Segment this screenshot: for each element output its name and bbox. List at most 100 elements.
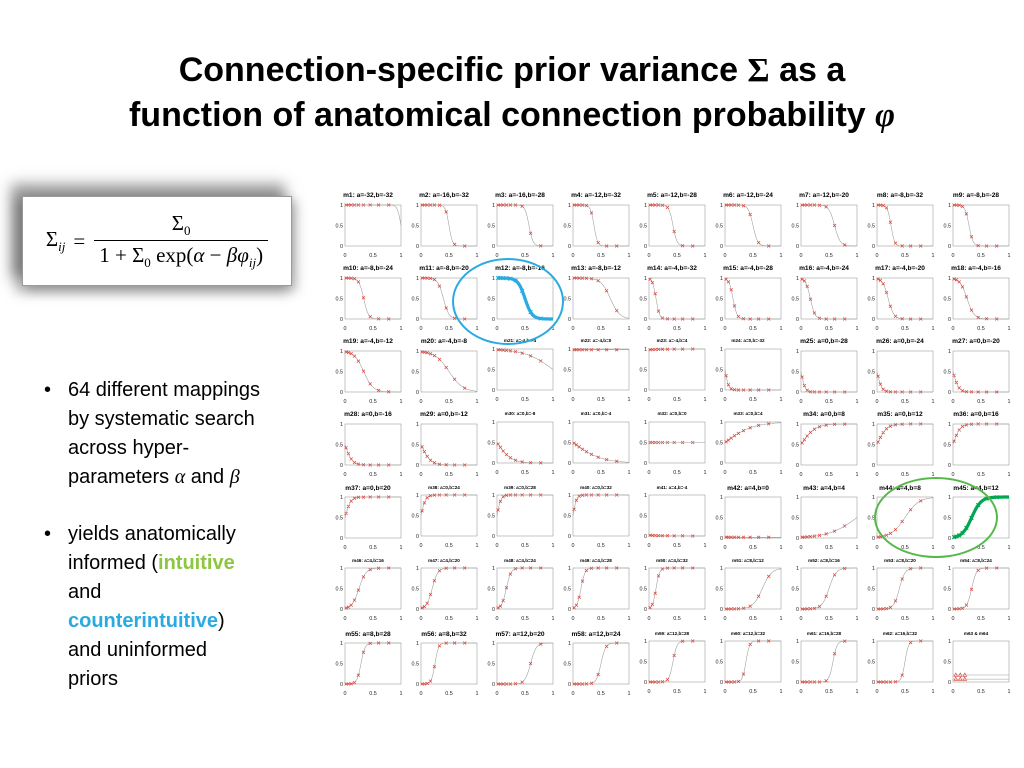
svg-text:0.5: 0.5 — [597, 616, 605, 622]
mini-plot-m56: m56: a=8,b=32 0 0.5 1 0 0.5 1 — [406, 629, 482, 702]
svg-text:0: 0 — [344, 616, 347, 622]
mini-plot-svg: 0 0.5 1 0 0.5 1 — [488, 347, 555, 403]
svg-text:1: 1 — [1008, 472, 1011, 478]
svg-text:0.5: 0.5 — [488, 662, 496, 668]
mini-plot-svg: 0 0.5 1 0 0.5 1 — [640, 276, 707, 332]
svg-text:0: 0 — [420, 691, 423, 697]
svg-text:0: 0 — [648, 616, 651, 622]
svg-text:1: 1 — [552, 616, 555, 622]
svg-text:1: 1 — [400, 616, 403, 622]
svg-text:0.5: 0.5 — [792, 369, 800, 375]
svg-text:1: 1 — [872, 203, 875, 209]
formula-lhs: Σij — [45, 226, 66, 255]
mini-plot-svg: 0 0.5 1 0 0.5 1 — [792, 566, 859, 622]
svg-text:0.5: 0.5 — [792, 443, 800, 449]
formula-numerator: Σ0 — [171, 210, 191, 238]
mini-plot-m34: m34: a=0,b=8 0 0.5 1 0 0.5 1 — [786, 409, 862, 482]
svg-text:0.5: 0.5 — [640, 513, 648, 519]
svg-text:0: 0 — [572, 253, 575, 259]
svg-text:0.5: 0.5 — [716, 516, 724, 522]
svg-text:0.5: 0.5 — [868, 516, 876, 522]
svg-text:0.5: 0.5 — [488, 367, 496, 373]
svg-text:0.5: 0.5 — [977, 689, 985, 695]
svg-text:0.5: 0.5 — [868, 369, 876, 375]
svg-text:0.5: 0.5 — [488, 223, 496, 229]
mini-plot-svg: 0 0.5 1 0 0.5 1 — [412, 422, 479, 478]
svg-text:0.5: 0.5 — [944, 516, 952, 522]
svg-text:1: 1 — [932, 472, 935, 478]
svg-text:0.5: 0.5 — [825, 399, 833, 405]
svg-text:1: 1 — [796, 495, 799, 501]
svg-text:1: 1 — [400, 691, 403, 697]
svg-text:0.5: 0.5 — [369, 326, 377, 332]
svg-text:1: 1 — [1008, 326, 1011, 332]
mini-plot-m31: m31: a=0,b=-4 0 0.5 1 0 0.5 1 — [558, 409, 634, 482]
svg-text:0.5: 0.5 — [564, 296, 572, 302]
svg-text:0: 0 — [800, 545, 803, 551]
svg-text:0.5: 0.5 — [716, 586, 724, 592]
bullet-item-priors: • yields anatomically informed (intuitiv… — [44, 520, 262, 694]
svg-text:1: 1 — [644, 566, 647, 572]
mini-plot-svg: 0 0.5 1 0 0.5 1 — [716, 276, 783, 332]
mini-plot-m4: m4: a=-12,b=-32 0 0.5 1 0 0.5 1 — [558, 190, 634, 263]
svg-text:0.5: 0.5 — [868, 660, 876, 666]
mini-plot-svg: 0 0.5 1 0 0.5 1 — [716, 347, 783, 403]
svg-text:0: 0 — [420, 616, 423, 622]
mini-plot-title: m59: a=12,b=28 — [654, 630, 690, 636]
mini-plot-title: m15: a=-4,b=-28 — [723, 265, 773, 273]
svg-text:0: 0 — [572, 691, 575, 697]
mini-plot-svg: 0 0.5 1 0 0.5 1 — [716, 566, 783, 622]
svg-text:0: 0 — [724, 545, 727, 551]
mini-plot-title: m51: a=8,b=12 — [732, 557, 764, 563]
svg-text:1: 1 — [704, 616, 707, 622]
svg-text:0.5: 0.5 — [825, 616, 833, 622]
svg-text:0.5: 0.5 — [521, 397, 529, 403]
mini-plot-title: m28: a=0,b=-16 — [344, 411, 392, 419]
svg-text:0: 0 — [496, 253, 499, 259]
svg-text:1: 1 — [568, 641, 571, 647]
mini-plot-m1: m1: a=-32,b=-32 0 0.5 1 0 0.5 1 — [330, 190, 406, 263]
title-phi-symbol: φ — [875, 97, 896, 135]
mini-plot-svg: 0 0.5 1 0 0.5 1 — [488, 275, 555, 332]
mini-plot-svg: 0 0.5 1 0 0.5 1 — [564, 276, 631, 332]
mini-plot-m37: m37: a=0,b=20 0 0.5 1 0 0.5 1 — [330, 483, 406, 556]
svg-text:1: 1 — [492, 420, 495, 426]
svg-text:1: 1 — [872, 276, 875, 282]
svg-text:0: 0 — [952, 616, 955, 622]
mini-plot-m21: m21: a=-4,b=-4 0 0.5 1 0 0.5 1 — [482, 336, 558, 409]
svg-text:1: 1 — [476, 616, 479, 622]
mini-plot-svg: 0 0.5 1 0 0.5 1 — [488, 420, 555, 476]
svg-text:0: 0 — [724, 397, 727, 403]
mini-plot-svg: 0 0.5 1 0 0.5 1 — [868, 349, 935, 405]
svg-text:0: 0 — [952, 689, 955, 695]
svg-text:0: 0 — [416, 607, 419, 613]
svg-text:0.5: 0.5 — [868, 586, 876, 592]
mini-plot-svg: 0 0.5 1 0 0.5 1 — [336, 641, 403, 697]
svg-text:1: 1 — [644, 493, 647, 499]
mini-plot-title: m14: a=-4,b=-32 — [647, 265, 697, 273]
mini-plot-title: m60: a=12,b=32 — [730, 630, 766, 636]
svg-text:0.5: 0.5 — [564, 513, 572, 519]
svg-text:0.5: 0.5 — [369, 545, 377, 551]
svg-text:0: 0 — [796, 536, 799, 542]
svg-text:0.5: 0.5 — [716, 660, 724, 666]
svg-text:0.5: 0.5 — [412, 369, 420, 375]
svg-text:1: 1 — [416, 349, 419, 355]
mini-plot-m55: m55: a=8,b=28 0 0.5 1 0 0.5 1 — [330, 629, 406, 702]
svg-text:0.5: 0.5 — [521, 691, 529, 697]
svg-text:1: 1 — [720, 566, 723, 572]
svg-text:1: 1 — [340, 349, 343, 355]
svg-text:1: 1 — [856, 253, 859, 259]
svg-text:0.5: 0.5 — [336, 586, 344, 592]
svg-text:0: 0 — [568, 461, 571, 467]
mini-plot-title: m25: a=0,b=-28 — [800, 338, 848, 346]
svg-text:1: 1 — [932, 253, 935, 259]
svg-text:0: 0 — [420, 326, 423, 332]
svg-text:1: 1 — [644, 347, 647, 353]
mini-plot-title: m48: a=4,b=24 — [504, 557, 536, 563]
svg-text:1: 1 — [644, 276, 647, 282]
mini-plot-m35: m35: a=0,b=12 0 0.5 1 0 0.5 1 — [862, 409, 938, 482]
svg-text:1: 1 — [628, 253, 631, 259]
mini-plot-svg: 0 0.5 1 0 0.5 1 — [792, 203, 859, 259]
